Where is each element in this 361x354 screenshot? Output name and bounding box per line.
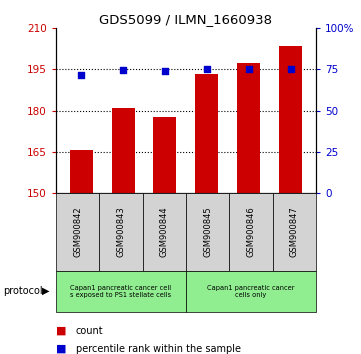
Text: ▶: ▶ xyxy=(42,286,49,296)
Text: ■: ■ xyxy=(56,326,66,336)
Text: count: count xyxy=(76,326,104,336)
Text: Capan1 pancreatic cancer cell
s exposed to PS1 stellate cells: Capan1 pancreatic cancer cell s exposed … xyxy=(70,285,171,298)
Text: percentile rank within the sample: percentile rank within the sample xyxy=(76,344,241,354)
Point xyxy=(246,66,252,72)
Text: GSM900842: GSM900842 xyxy=(73,206,82,257)
Text: GSM900845: GSM900845 xyxy=(203,206,212,257)
Point xyxy=(204,67,210,72)
Point xyxy=(288,66,293,72)
Text: Capan1 pancreatic cancer
cells only: Capan1 pancreatic cancer cells only xyxy=(207,285,295,298)
Text: GSM900847: GSM900847 xyxy=(290,206,299,257)
Text: GSM900843: GSM900843 xyxy=(117,206,125,257)
Point xyxy=(120,68,126,73)
Bar xyxy=(70,150,93,193)
Bar xyxy=(237,63,260,193)
Point xyxy=(162,68,168,74)
Text: GSM900846: GSM900846 xyxy=(247,206,255,257)
Text: GSM900844: GSM900844 xyxy=(160,206,169,257)
Text: ■: ■ xyxy=(56,344,66,354)
Bar xyxy=(153,118,177,193)
Text: protocol: protocol xyxy=(4,286,43,296)
Bar xyxy=(112,108,135,193)
Bar xyxy=(195,74,218,193)
Title: GDS5099 / ILMN_1660938: GDS5099 / ILMN_1660938 xyxy=(99,13,273,26)
Bar xyxy=(279,46,302,193)
Point xyxy=(78,73,84,78)
